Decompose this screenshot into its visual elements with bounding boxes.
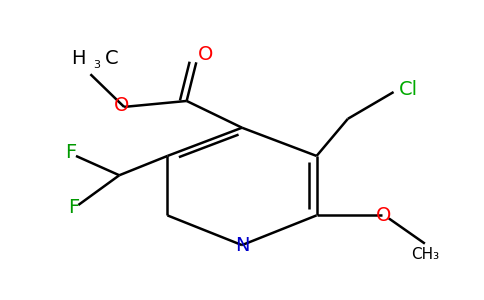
Text: H: H xyxy=(71,49,86,68)
Text: 3: 3 xyxy=(93,60,100,70)
Text: Cl: Cl xyxy=(398,80,418,99)
Text: F: F xyxy=(65,143,77,163)
Text: C: C xyxy=(105,49,119,68)
Text: O: O xyxy=(114,96,129,115)
Text: CH₃: CH₃ xyxy=(411,247,439,262)
Text: N: N xyxy=(235,236,249,255)
Text: F: F xyxy=(68,199,79,218)
Text: O: O xyxy=(376,206,392,225)
Text: O: O xyxy=(198,45,213,64)
